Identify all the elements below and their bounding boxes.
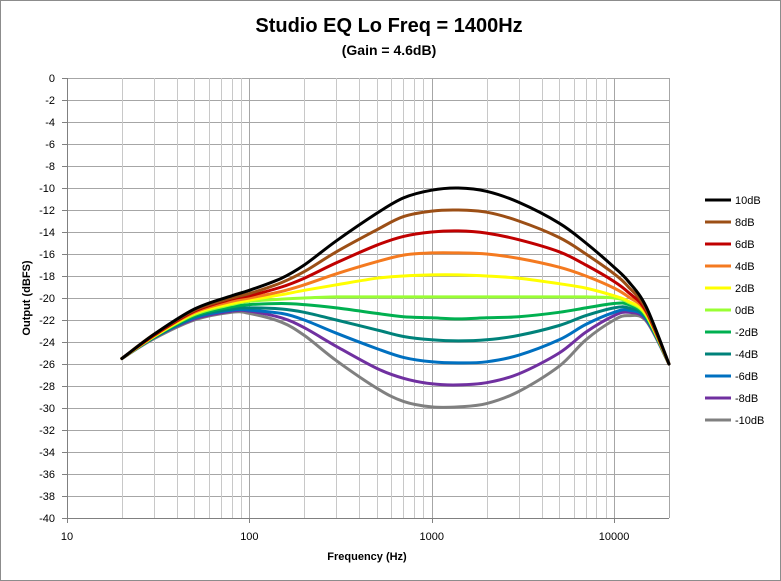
- y-tick-label: -28: [39, 381, 55, 393]
- legend-label: 6dB: [735, 239, 755, 251]
- legend-label: 0dB: [735, 305, 755, 317]
- y-tick-label: 0: [49, 73, 55, 85]
- y-axis-label: Output (dBFS): [21, 260, 33, 335]
- series-line-10dB: [120, 186, 671, 366]
- legend-label: -8dB: [735, 393, 758, 405]
- y-tick-label: -14: [39, 227, 55, 239]
- x-tick-labels: 10 100 1000 10000: [61, 518, 630, 543]
- legend-label: -4dB: [735, 349, 758, 361]
- series-line-8dB: [120, 208, 671, 366]
- legend: 10dB 8dB 6dB 4dB 2dB 0dB -2dB -4dB -6dB -8dB -10dB: [705, 195, 764, 427]
- y-tick-label: -20: [39, 293, 55, 305]
- y-tick-label: -24: [39, 337, 55, 349]
- x-tick-label: 100: [240, 531, 258, 543]
- series-line-4dB: [120, 251, 671, 366]
- chart-subtitle: (Gain = 4.6dB): [342, 42, 437, 58]
- y-tick-label: -4: [45, 117, 55, 129]
- x-tick-label: 1000: [419, 531, 443, 543]
- chart-title: Studio EQ Lo Freq = 1400Hz: [255, 15, 522, 37]
- y-tick-label: -8: [45, 161, 55, 173]
- series-line--2dB: [120, 301, 671, 366]
- legend-label: -2dB: [735, 327, 758, 339]
- y-tick-label: -16: [39, 249, 55, 261]
- y-tick-label: -34: [39, 447, 55, 459]
- legend-label: -6dB: [735, 371, 758, 383]
- x-tick-label: 10: [61, 531, 73, 543]
- legend-label: 2dB: [735, 283, 755, 295]
- y-tick-label: -2: [45, 95, 55, 107]
- y-tick-label: -6: [45, 139, 55, 151]
- y-tick-label: -22: [39, 315, 55, 327]
- legend-label: -10dB: [735, 415, 764, 427]
- axes: [67, 78, 670, 519]
- y-tick-label: -18: [39, 271, 55, 283]
- y-tick-label: -30: [39, 403, 55, 415]
- y-tick-label: -38: [39, 491, 55, 503]
- series-line--4dB: [120, 305, 671, 366]
- y-tick-label: -36: [39, 469, 55, 481]
- y-tick-labels: 0 -2 -4 -6 -8 -10 -12 -14 -16 -18 -20 -22 -24 -26 -28 -…: [39, 73, 67, 525]
- y-tick-label: -26: [39, 359, 55, 371]
- legend-label: 8dB: [735, 217, 755, 229]
- x-tick-label: 10000: [599, 531, 630, 543]
- x-axis-label: Frequency (Hz): [327, 551, 407, 563]
- y-tick-label: -32: [39, 425, 55, 437]
- y-tick-label: -10: [39, 183, 55, 195]
- series-lines: [120, 186, 671, 409]
- y-tick-label: -40: [39, 513, 55, 525]
- series-line-2dB: [120, 273, 671, 366]
- legend-label: 4dB: [735, 261, 755, 273]
- legend-label: 10dB: [735, 195, 761, 207]
- y-tick-label: -12: [39, 205, 55, 217]
